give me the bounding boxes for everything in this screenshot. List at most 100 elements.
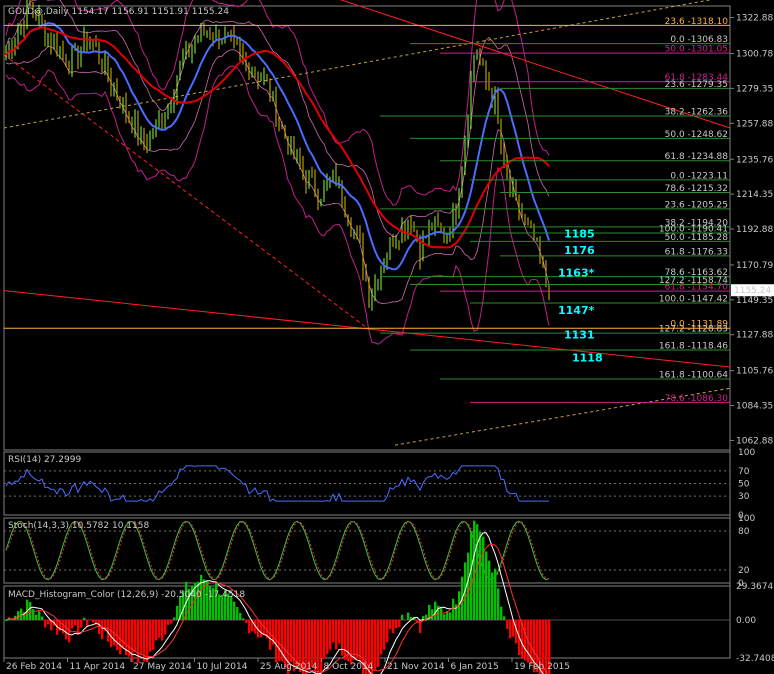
macd-histogram-bar xyxy=(128,620,131,657)
macd-histogram-bar xyxy=(203,579,206,621)
level-label: 1118 xyxy=(572,351,603,364)
level-label: 1163* xyxy=(558,267,595,280)
lower-trend-line xyxy=(3,290,731,368)
macd-histogram-bar xyxy=(428,604,431,621)
fib-label: 0.0 -1131.89 xyxy=(670,320,728,330)
macd-histogram-bar xyxy=(209,585,212,621)
stoch-axis-label: 0 xyxy=(738,579,744,589)
macd-histogram-bar xyxy=(425,614,428,621)
macd-histogram-bar xyxy=(266,620,269,639)
macd-histogram-bar xyxy=(149,620,152,652)
macd-histogram-bar xyxy=(290,620,293,663)
macd-histogram-bar xyxy=(359,620,362,662)
macd-histogram-bar xyxy=(377,620,380,667)
price-tick-label: 1084.35 xyxy=(736,402,773,412)
date-tick-label: 21 Nov 2014 xyxy=(387,662,445,672)
macd-histogram-bar xyxy=(110,620,113,648)
macd-histogram-bar xyxy=(35,614,38,621)
macd-histogram-bar xyxy=(503,616,506,621)
macd-histogram-bar xyxy=(302,620,305,674)
fib-label: 23.6 -1279.35 xyxy=(665,80,728,90)
fib-label: 61.8 -1154.70 xyxy=(665,283,729,293)
date-tick-label: 27 May 2014 xyxy=(133,662,192,672)
macd-signal-line xyxy=(5,543,548,674)
macd-histogram-bar xyxy=(422,616,425,621)
macd-histogram-bar xyxy=(50,620,53,631)
date-tick-label: 26 Feb 2014 xyxy=(6,662,62,672)
macd-histogram-bar xyxy=(332,620,335,643)
macd-histogram-bar xyxy=(80,620,83,628)
macd-histogram-bar xyxy=(515,620,518,644)
macd-histogram-bar xyxy=(101,620,104,640)
macd-histogram-bar xyxy=(119,620,122,655)
macd-histogram-bar xyxy=(200,574,203,621)
macd-histogram-bar xyxy=(434,601,437,621)
macd-histogram-bar xyxy=(98,620,101,635)
level-label: 1176 xyxy=(564,244,595,257)
fib-label: 38.2 -1194.20 xyxy=(665,218,729,228)
macd-histogram-bar xyxy=(32,609,35,621)
macd-histogram-bar xyxy=(74,620,77,626)
date-tick-label: 19 Feb 2015 xyxy=(514,662,570,672)
macd-histogram-bar xyxy=(362,620,365,674)
last-price-box xyxy=(731,284,774,297)
macd-histogram-bar xyxy=(323,620,326,659)
price-tick-label: 1149.35 xyxy=(736,296,773,306)
macd-histogram-bar xyxy=(122,620,125,648)
macd-histogram-bar xyxy=(104,620,107,631)
date-tick-label: 10 Jul 2014 xyxy=(197,662,248,672)
macd-histogram-bar xyxy=(95,620,98,625)
fib-label: 38.2 -1262.36 xyxy=(665,108,729,118)
level-label: 1131 xyxy=(564,329,595,342)
macd-histogram-bar xyxy=(497,588,500,621)
macd-histogram-bar xyxy=(353,620,356,660)
macd-histogram-bar xyxy=(137,620,140,663)
macd-histogram-bar xyxy=(344,620,347,660)
fib-label: 78.6 -1215.32 xyxy=(665,184,728,194)
panel-frame-1 xyxy=(3,451,731,516)
macd-histogram-bar xyxy=(113,620,116,646)
macd-histogram-bar xyxy=(335,620,338,650)
macd-histogram-bar xyxy=(305,620,308,674)
macd-histogram-bar xyxy=(152,620,155,650)
fib-label: 100.0 -1147.42 xyxy=(659,294,728,304)
fib-label: 23.6 -1318.10 xyxy=(665,17,729,27)
macd-histogram-bar xyxy=(338,620,341,644)
macd-histogram-bar xyxy=(524,620,527,661)
date-tick-label: 11 Apr 2014 xyxy=(70,662,126,672)
macd-histogram-bar xyxy=(317,620,320,674)
price-tick-label: 1322.88 xyxy=(736,14,773,24)
macd-histogram-bar xyxy=(251,620,254,632)
price-tick-label: 1062.88 xyxy=(736,436,773,446)
macd-histogram-bar xyxy=(374,620,377,670)
macd-histogram-bar xyxy=(224,590,227,621)
fib-label: 61.8 -1283.44 xyxy=(665,73,729,83)
macd-histogram-bar xyxy=(179,596,182,621)
macd-histogram-bar xyxy=(491,572,494,621)
macd-histogram-bar xyxy=(443,614,446,621)
price-tick-label: 1257.88 xyxy=(736,119,773,129)
macd-histogram-bar xyxy=(26,599,29,621)
macd-histogram-bar xyxy=(89,620,92,621)
macd-histogram-bar xyxy=(341,620,344,656)
macd-histogram-bar xyxy=(368,620,371,674)
macd-histogram-bar xyxy=(407,612,410,621)
rsi-axis-label: 100 xyxy=(738,448,755,458)
macd-histogram-bar xyxy=(29,602,32,621)
macd-histogram-bar xyxy=(440,607,443,621)
macd-histogram-bar xyxy=(131,620,134,663)
fib-label: 50.0 -1301.05 xyxy=(665,45,728,55)
chart-header: GOLD@,Daily 1154.17 1156.91 1151.91 1155… xyxy=(8,7,229,17)
macd-histogram-bar xyxy=(107,620,110,642)
stoch-title: Stoch(14,3,3) 10.5782 10.1158 xyxy=(8,521,149,531)
fib-label: 161.8 -1118.46 xyxy=(659,342,728,352)
upper-band-line xyxy=(5,0,550,206)
macd-histogram-bar xyxy=(83,617,86,621)
price-tick-label: 1214.35 xyxy=(736,190,773,200)
macd-histogram-bar xyxy=(92,620,95,623)
fib-label: 50.0 -1185.28 xyxy=(665,233,729,243)
date-tick-label: 6 Jan 2015 xyxy=(451,662,499,672)
macd-histogram-bar xyxy=(386,620,389,643)
macd-histogram-bar xyxy=(20,608,23,621)
